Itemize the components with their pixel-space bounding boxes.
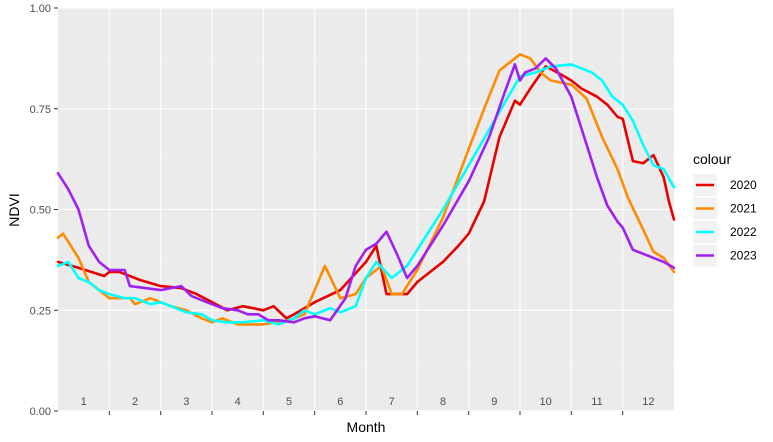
grid-major xyxy=(58,7,674,412)
y-tick-label: 0.00 xyxy=(30,406,51,418)
month-label: 12 xyxy=(642,396,654,408)
legend-label-2020: 2020 xyxy=(730,178,757,192)
month-label: 9 xyxy=(491,396,497,408)
x-axis xyxy=(108,411,624,415)
y-tick-label: 0.25 xyxy=(30,305,51,317)
month-label: 2 xyxy=(132,396,138,408)
month-label: 10 xyxy=(540,396,552,408)
x-axis-title: Month xyxy=(347,419,386,435)
legend-title: colour xyxy=(693,151,731,167)
legend-label-2022: 2022 xyxy=(730,225,757,239)
legend-label-2021: 2021 xyxy=(730,202,757,216)
month-label: 5 xyxy=(286,396,292,408)
month-label: 7 xyxy=(389,396,395,408)
series-line-2022 xyxy=(56,63,676,326)
month-label: 1 xyxy=(81,396,87,408)
series-lines xyxy=(56,52,676,326)
y-axis: 0.00 0.25 0.50 0.75 1.00 xyxy=(30,3,58,418)
series-line-2023 xyxy=(56,57,676,324)
month-label: 8 xyxy=(440,396,446,408)
y-tick-label: 0.75 xyxy=(30,104,51,116)
y-axis-title: NDVI xyxy=(6,193,22,226)
month-labels: 1 2 3 4 5 6 7 8 9 10 11 12 xyxy=(81,396,655,408)
month-label: 6 xyxy=(337,396,343,408)
series-line-2020 xyxy=(56,65,676,320)
y-tick-label: 0.50 xyxy=(30,205,51,217)
series-line-2021 xyxy=(56,52,676,326)
legend-label-2023: 2023 xyxy=(730,249,757,263)
legend-items: 2020 2021 2022 2023 xyxy=(693,174,757,267)
month-label: 11 xyxy=(591,396,602,408)
month-label: 4 xyxy=(235,396,241,408)
legend: colour 2020 2021 2022 2023 xyxy=(693,151,757,267)
y-tick-label: 1.00 xyxy=(30,3,51,15)
month-label: 3 xyxy=(183,396,189,408)
